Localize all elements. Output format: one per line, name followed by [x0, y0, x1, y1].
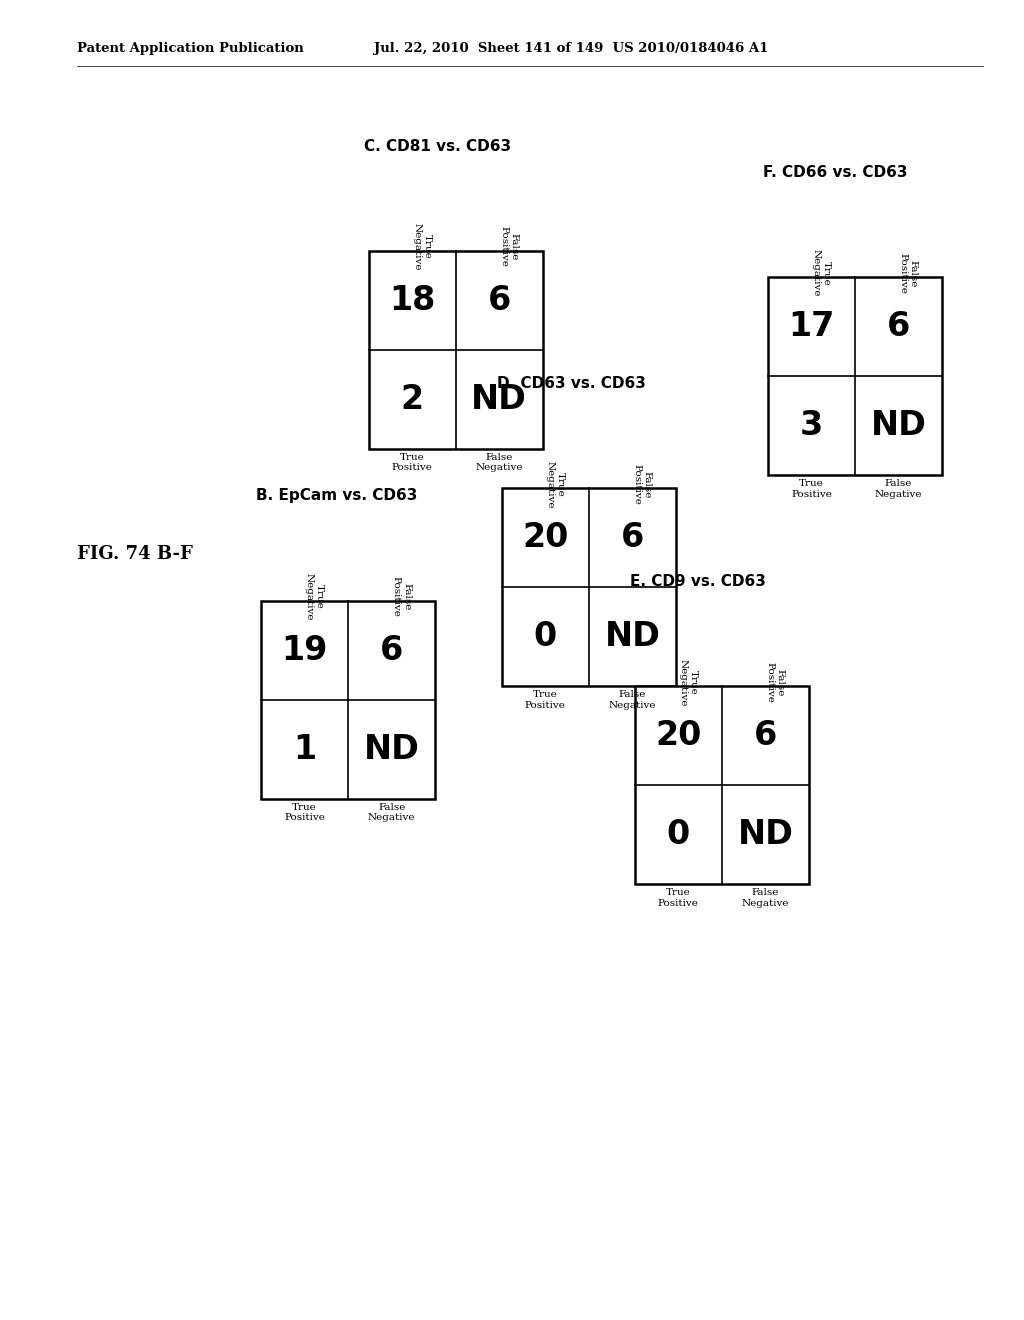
- Text: False
Positive: False Positive: [766, 663, 784, 702]
- Text: True
Positive: True Positive: [285, 803, 325, 822]
- Text: C. CD81 vs. CD63: C. CD81 vs. CD63: [364, 139, 511, 153]
- Text: 1: 1: [293, 733, 316, 766]
- Text: ND: ND: [870, 409, 927, 442]
- Text: True
Negative: True Negative: [545, 461, 564, 508]
- Bar: [635, 686, 809, 884]
- Text: 0: 0: [534, 620, 557, 653]
- Text: FIG. 74 B-F: FIG. 74 B-F: [77, 545, 193, 564]
- Text: 6: 6: [887, 310, 910, 343]
- Text: 20: 20: [522, 521, 568, 554]
- Text: 19: 19: [282, 634, 328, 667]
- Text: False
Negative: False Negative: [475, 453, 523, 473]
- Bar: [261, 601, 435, 799]
- Text: ND: ND: [364, 733, 420, 766]
- Text: 3: 3: [800, 409, 823, 442]
- Text: ND: ND: [471, 383, 527, 416]
- Text: False
Negative: False Negative: [874, 479, 923, 499]
- Text: False
Positive: False Positive: [899, 253, 918, 293]
- Text: True
Positive: True Positive: [658, 888, 698, 908]
- Text: 2: 2: [400, 383, 424, 416]
- Text: False
Positive: False Positive: [391, 577, 411, 616]
- Text: 18: 18: [389, 284, 435, 317]
- Bar: [369, 251, 543, 449]
- Text: True
Negative: True Negative: [412, 223, 431, 271]
- Text: B. EpCam vs. CD63: B. EpCam vs. CD63: [256, 488, 418, 503]
- Text: 20: 20: [655, 719, 701, 752]
- Text: Patent Application Publication: Patent Application Publication: [77, 42, 303, 55]
- Text: True
Negative: True Negative: [811, 249, 830, 297]
- Text: F. CD66 vs. CD63: F. CD66 vs. CD63: [763, 165, 907, 180]
- Text: True
Positive: True Positive: [525, 690, 565, 710]
- Text: 6: 6: [380, 634, 403, 667]
- Text: 17: 17: [788, 310, 835, 343]
- Text: ND: ND: [737, 818, 794, 851]
- Text: True
Positive: True Positive: [792, 479, 831, 499]
- Text: 6: 6: [621, 521, 644, 554]
- Text: False
Positive: False Positive: [500, 227, 518, 267]
- Text: 0: 0: [667, 818, 690, 851]
- Text: True
Positive: True Positive: [392, 453, 432, 473]
- Text: False
Negative: False Negative: [608, 690, 656, 710]
- Text: 6: 6: [487, 284, 511, 317]
- Bar: [768, 277, 942, 475]
- Text: False
Negative: False Negative: [368, 803, 416, 822]
- Text: Jul. 22, 2010  Sheet 141 of 149  US 2010/0184046 A1: Jul. 22, 2010 Sheet 141 of 149 US 2010/0…: [374, 42, 768, 55]
- Bar: [502, 488, 676, 686]
- Text: True
Negative: True Negative: [305, 573, 324, 620]
- Text: True
Negative: True Negative: [678, 659, 697, 706]
- Text: 6: 6: [754, 719, 777, 752]
- Text: False
Negative: False Negative: [741, 888, 790, 908]
- Text: False
Positive: False Positive: [632, 465, 651, 504]
- Text: D. CD63 vs. CD63: D. CD63 vs. CD63: [497, 376, 645, 391]
- Text: ND: ND: [604, 620, 660, 653]
- Text: E. CD9 vs. CD63: E. CD9 vs. CD63: [630, 574, 766, 589]
